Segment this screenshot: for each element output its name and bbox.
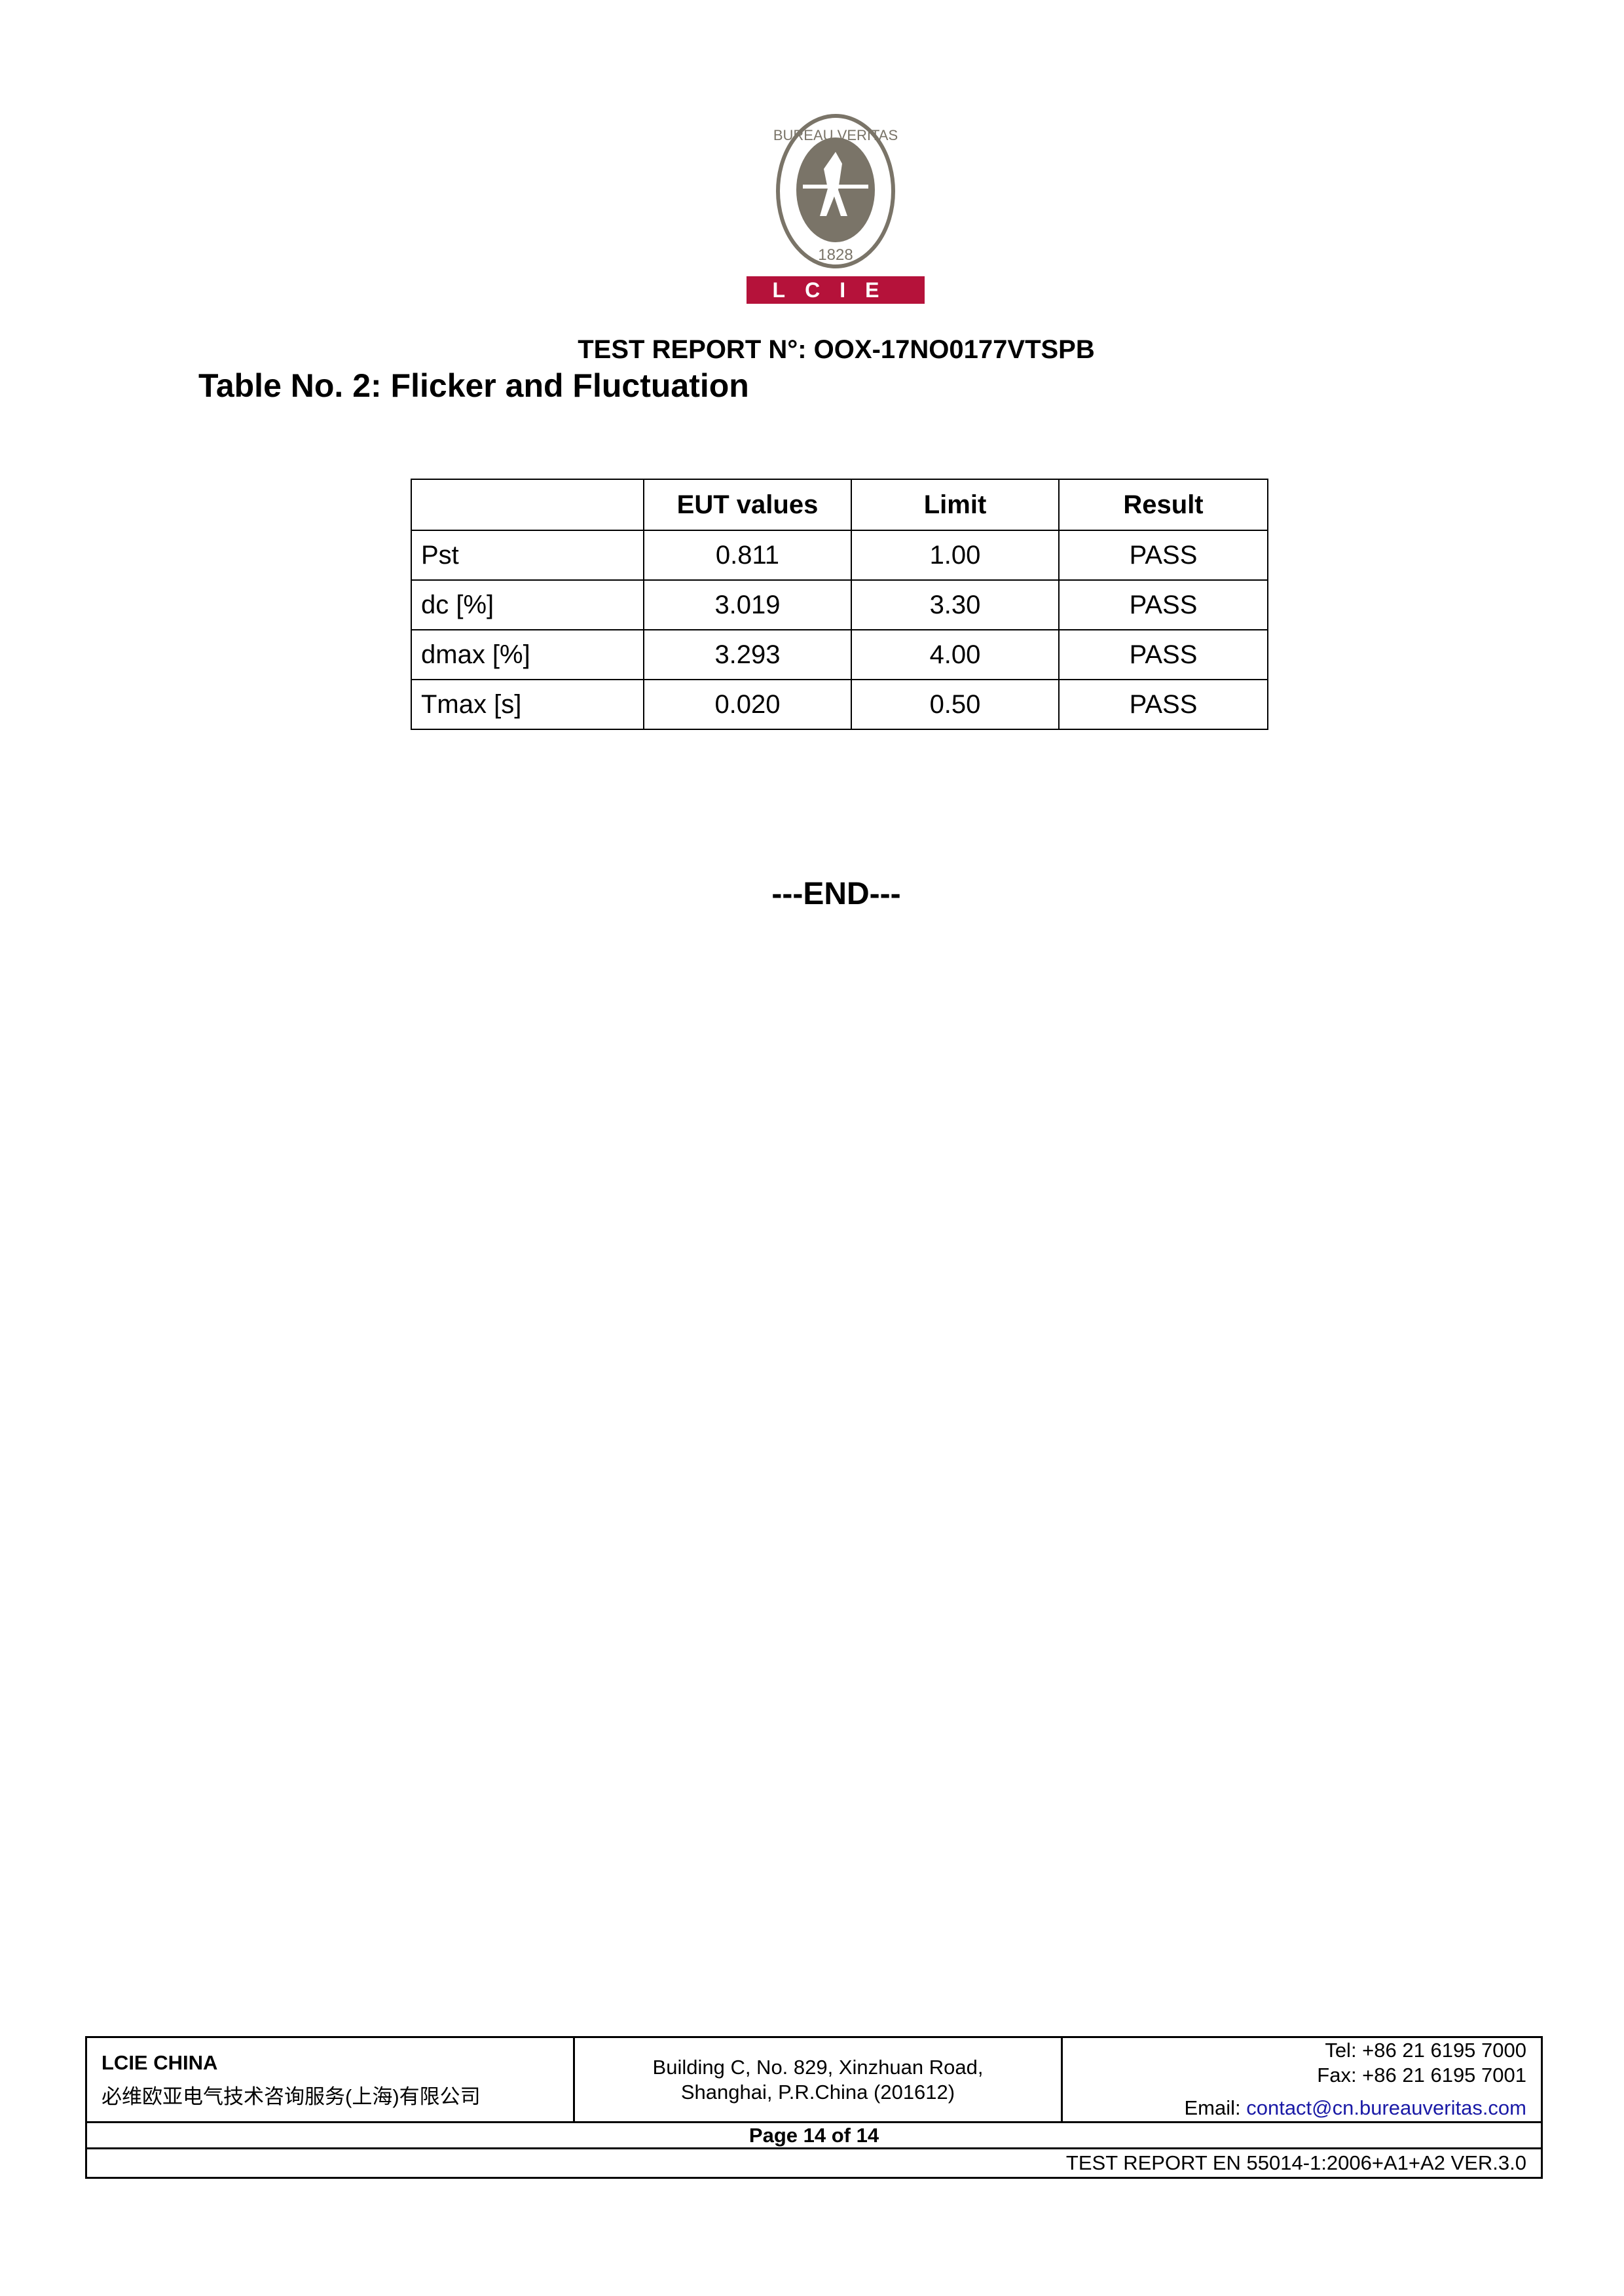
parameter-cell: dmax [%] <box>411 629 644 680</box>
email-label: Email: <box>1184 2096 1247 2119</box>
company-name: LCIE CHINA <box>101 2050 218 2074</box>
tel: Tel: +86 21 6195 7000 <box>1325 2039 1526 2062</box>
result-cell: PASS <box>1058 530 1268 581</box>
column-header <box>411 479 644 531</box>
address-cell: Building C, No. 829, Xinzhuan Road, Shan… <box>573 2036 1063 2123</box>
company-cell: LCIE CHINA 必维欧亚电气技术咨询服务(上海)有限公司 <box>85 2036 575 2123</box>
address-line: Building C, No. 829, Xinzhuan Road, <box>652 2055 984 2079</box>
column-header: Limit <box>851 479 1060 531</box>
eut-value-cell: 3.293 <box>643 629 852 680</box>
table-row: Tmax [s] 0.020 0.50 PASS <box>411 679 1268 730</box>
fax: Fax: +86 21 6195 7001 <box>1317 2064 1526 2086</box>
limit-cell: 0.50 <box>851 679 1060 730</box>
result-cell: PASS <box>1058 579 1268 630</box>
limit-cell: 1.00 <box>851 530 1060 581</box>
report-number: TEST REPORT N°: OOX-17NO0177VTSPB <box>578 335 1095 364</box>
eut-value-cell: 0.020 <box>643 679 852 730</box>
svg-text:LCIE: LCIE <box>773 278 899 302</box>
page-number: Page 14 of 14 <box>85 2121 1543 2149</box>
result-cell: PASS <box>1058 629 1268 680</box>
column-header: EUT values <box>643 479 852 531</box>
table-header-row: EUT values Limit Result <box>411 479 1268 531</box>
svg-text:1828: 1828 <box>818 246 853 264</box>
eut-value-cell: 3.019 <box>643 579 852 630</box>
eut-value-cell: 0.811 <box>643 530 852 581</box>
page-footer: LCIE CHINA 必维欧亚电气技术咨询服务(上海)有限公司 Building… <box>85 2036 1543 2179</box>
report-standard: TEST REPORT EN 55014-1:2006+A1+A2 VER.3.… <box>85 2147 1543 2179</box>
parameter-cell: Pst <box>411 530 644 581</box>
column-header: Result <box>1058 479 1268 531</box>
parameter-cell: dc [%] <box>411 579 644 630</box>
flicker-results-table: EUT values Limit Result Pst 0.811 1.00 P… <box>411 479 1268 730</box>
result-cell: PASS <box>1058 679 1268 730</box>
parameter-cell: Tmax [s] <box>411 679 644 730</box>
table-row: dc [%] 3.019 3.30 PASS <box>411 579 1268 630</box>
end-marker: ---END--- <box>771 877 901 911</box>
bureau-veritas-lcie-logo: BUREAU VERITAS 1828 LCIE <box>747 113 925 306</box>
table-row: Pst 0.811 1.00 PASS <box>411 530 1268 581</box>
table-title: Table No. 2: Flicker and Fluctuation <box>198 367 749 404</box>
limit-cell: 4.00 <box>851 629 1060 680</box>
svg-text:BUREAU VERITAS: BUREAU VERITAS <box>773 127 898 143</box>
email-link[interactable]: contact@cn.bureauveritas.com <box>1246 2096 1526 2119</box>
company-name-chinese: 必维欧亚电气技术咨询服务(上海)有限公司 <box>101 2085 481 2108</box>
table-row: dmax [%] 3.293 4.00 PASS <box>411 629 1268 680</box>
limit-cell: 3.30 <box>851 579 1060 630</box>
contact-cell: Tel: +86 21 6195 7000 Fax: +86 21 6195 7… <box>1061 2036 1543 2123</box>
address-line: Shanghai, P.R.China (201612) <box>680 2080 955 2104</box>
